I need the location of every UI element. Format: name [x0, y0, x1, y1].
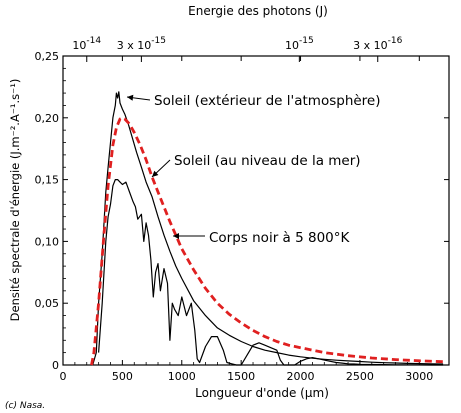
annotation-label: Corps noir à 5 800°K [209, 230, 350, 246]
y-axis-title: Densité spectrale d'énergie (J.m⁻².A⁻¹.s… [8, 79, 22, 322]
x-axis-title: Longueur d'onde (µm) [195, 386, 329, 400]
annotation-label: Soleil (extérieur de l'atmosphère) [154, 93, 381, 109]
y-tick-label: 0,20 [35, 112, 60, 125]
top-axis-title: Energie des photons (J) [188, 4, 328, 18]
y-tick-label: 0,25 [35, 50, 60, 63]
x-tick-label: 2000 [287, 370, 315, 383]
y-tick-label: 0 [52, 359, 59, 372]
annotation-arrowhead [173, 233, 179, 239]
top-tick-label: 10-14 [72, 36, 101, 52]
y-tick-label: 0,10 [35, 235, 60, 248]
top-tick-label: 3 x 10-15 [117, 36, 166, 52]
x-tick-label: 1500 [227, 370, 255, 383]
x-tick-label: 500 [112, 370, 133, 383]
series-group [90, 91, 444, 366]
top-tick-label: 10-15 [285, 36, 314, 52]
annotation-arrowhead [127, 94, 134, 101]
series-line-0 [92, 91, 444, 366]
annotations: Soleil (extérieur de l'atmosphère) Soleil… [126, 93, 381, 246]
x-tick-label: 3000 [405, 370, 433, 383]
series-line-1 [98, 179, 444, 366]
credit: (c) Nasa. [5, 401, 45, 411]
x-tick-label: 0 [60, 370, 67, 383]
annotation-arrowhead [152, 170, 159, 177]
plot-frame [62, 55, 450, 366]
y-tick-label: 0,05 [35, 297, 60, 310]
x-tick-label: 1000 [168, 370, 196, 383]
x-tick-label: 2500 [346, 370, 374, 383]
y-tick-label: 0,15 [35, 174, 60, 187]
plot-area: 0 500 1000 1500 2000 2500 3000 0 0,05 0,10 0,15 0,2… [35, 36, 450, 383]
annotation-label: Soleil (au niveau de la mer) [174, 153, 361, 169]
top-tick-label: 3 x 10-16 [353, 36, 402, 52]
